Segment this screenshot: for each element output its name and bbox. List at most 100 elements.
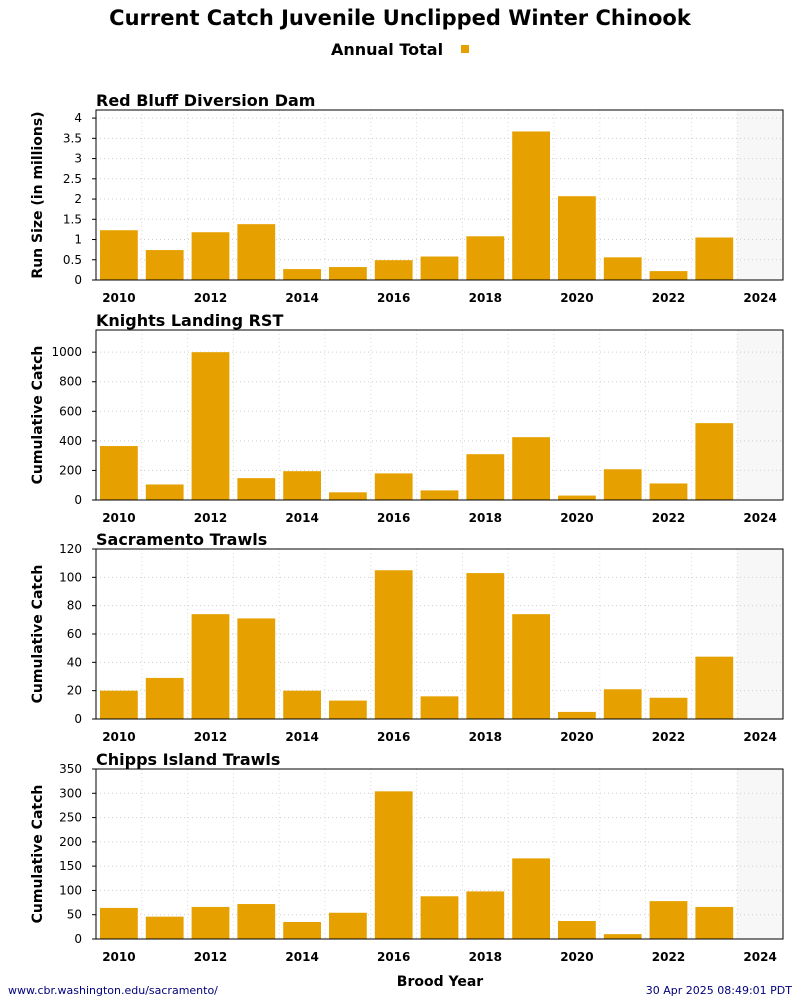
x-tick-label: 2022: [652, 950, 685, 964]
x-tick-label: 2014: [285, 730, 318, 744]
bar-2014: [283, 922, 321, 939]
bar-2016: [374, 791, 413, 939]
future-shade: [737, 769, 783, 939]
bar-2011: [145, 484, 184, 500]
bar-2014: [283, 269, 321, 280]
bar-2017: [420, 896, 459, 939]
x-tick-label: 2010: [102, 291, 135, 305]
panel-title: Red Bluff Diversion Dam: [96, 91, 315, 110]
x-tick-label: 2022: [652, 730, 685, 744]
x-tick-label: 2016: [377, 730, 410, 744]
x-tick-label: 2012: [194, 511, 227, 525]
y-tick-label: 2: [74, 192, 82, 206]
x-tick-label: 2014: [285, 950, 318, 964]
y-tick-label: 1000: [51, 345, 82, 359]
y-tick-label: 100: [59, 570, 82, 584]
x-tick-label: 2018: [469, 730, 502, 744]
bar-2010: [100, 907, 138, 939]
x-tick-label: 2016: [377, 511, 410, 525]
y-tick-label: 200: [59, 463, 82, 477]
bar-2022: [649, 901, 688, 939]
bar-2022: [649, 697, 688, 719]
panel-title: Knights Landing RST: [96, 311, 283, 330]
future-shade: [737, 110, 783, 280]
bar-2012: [191, 352, 230, 500]
x-tick-label: 2012: [194, 950, 227, 964]
y-tick-label: 3: [74, 152, 82, 166]
bar-2011: [145, 250, 184, 280]
bar-2012: [191, 614, 230, 719]
x-tick-label: 2014: [285, 291, 318, 305]
bar-2014: [283, 471, 321, 500]
bar-2011: [145, 677, 184, 719]
bar-2016: [374, 260, 413, 280]
bar-2015: [329, 492, 367, 500]
footer-timestamp: 30 Apr 2025 08:49:01 PDT: [645, 984, 792, 997]
bar-2012: [191, 232, 230, 280]
y-tick-label: 200: [59, 835, 82, 849]
bar-2014: [283, 690, 321, 719]
x-tick-label: 2022: [652, 291, 685, 305]
bar-2023: [695, 906, 734, 939]
y-tick-label: 600: [59, 404, 82, 418]
x-tick-label: 2012: [194, 291, 227, 305]
bar-2021: [603, 469, 642, 500]
bar-2020: [558, 711, 596, 719]
x-tick-label: 2016: [377, 950, 410, 964]
y-tick-label: 40: [67, 655, 82, 669]
y-axis-label: Cumulative Catch: [30, 346, 46, 485]
bar-2023: [695, 656, 734, 719]
x-tick-label: 2012: [194, 730, 227, 744]
x-tick-label: 2014: [285, 511, 318, 525]
y-tick-label: 0.5: [63, 253, 82, 267]
plot-frame: [95, 329, 784, 501]
y-tick-label: 150: [59, 859, 82, 873]
legend: Annual Total: [0, 40, 800, 59]
legend-swatch: [461, 45, 470, 53]
bar-2015: [329, 912, 367, 939]
y-tick-label: 0: [74, 273, 82, 287]
bar-2019: [512, 437, 550, 500]
bar-2019: [512, 858, 550, 939]
x-tick-label: 2024: [743, 291, 776, 305]
x-tick-label: 2018: [469, 511, 502, 525]
x-tick-label: 2020: [560, 291, 593, 305]
y-tick-label: 60: [67, 627, 82, 641]
y-tick-label: 0: [74, 932, 82, 946]
bar-2010: [100, 230, 138, 280]
x-tick-label: 2022: [652, 511, 685, 525]
bar-2010: [100, 690, 138, 719]
x-tick-label: 2010: [102, 730, 135, 744]
future-shade: [737, 330, 783, 500]
bar-2010: [100, 446, 138, 500]
y-axis-label: Run Size (in millions): [30, 111, 46, 278]
x-tick-label: 2024: [743, 950, 776, 964]
bar-2021: [603, 257, 642, 280]
x-tick-label: 2020: [560, 730, 593, 744]
x-tick-label: 2020: [560, 511, 593, 525]
bar-2018: [466, 236, 505, 280]
bar-2016: [374, 473, 413, 500]
x-axis-label: Brood Year: [396, 974, 484, 990]
bar-2019: [512, 614, 550, 719]
bar-2013: [237, 618, 276, 719]
bar-2023: [695, 237, 734, 280]
bar-2020: [558, 495, 596, 500]
x-tick-label: 2020: [560, 950, 593, 964]
bar-2016: [374, 570, 413, 719]
bar-2022: [649, 483, 688, 500]
bar-2013: [237, 904, 276, 939]
y-tick-label: 0: [74, 493, 82, 507]
bar-2013: [237, 224, 276, 280]
bar-2015: [329, 267, 367, 280]
bar-2022: [649, 271, 688, 280]
x-tick-label: 2018: [469, 950, 502, 964]
y-tick-label: 20: [67, 684, 82, 698]
y-tick-label: 120: [59, 542, 82, 556]
bar-2018: [466, 891, 505, 939]
y-tick-label: 80: [67, 599, 82, 613]
bar-2019: [512, 131, 550, 280]
bar-2018: [466, 454, 505, 500]
footer-url[interactable]: www.cbr.washington.edu/sacramento/: [8, 984, 218, 997]
